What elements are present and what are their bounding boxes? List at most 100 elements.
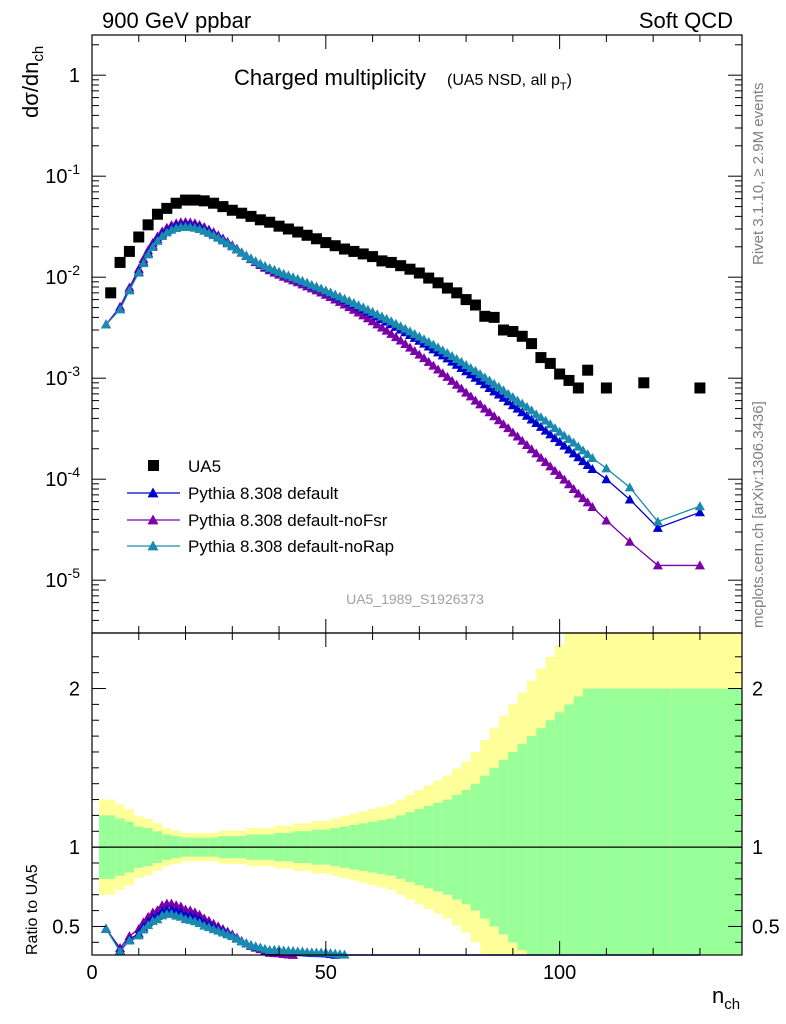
ratio-plot-frame bbox=[91, 632, 743, 956]
series-marker-noRap bbox=[115, 304, 126, 314]
chart-title-main: Charged multiplicity bbox=[234, 65, 426, 90]
process-label: Soft QCD bbox=[639, 8, 733, 33]
series-marker-noFsr bbox=[498, 419, 509, 429]
series-marker-noRap bbox=[437, 345, 448, 355]
ratio-y-tick-label-right: 2 bbox=[752, 679, 763, 701]
series-marker-default bbox=[531, 418, 542, 428]
data-point bbox=[282, 223, 294, 235]
series-marker-noRap bbox=[447, 350, 458, 360]
series-marker-noRap bbox=[652, 516, 663, 526]
series-marker-noFsr bbox=[535, 452, 546, 462]
data-point bbox=[273, 220, 285, 232]
chart-title-sub: (UA5 NSD, all pT) bbox=[447, 72, 572, 93]
data-point bbox=[198, 195, 210, 207]
mcplots-label: mcplots.cern.ch [arXiv:1306.3436] bbox=[750, 401, 767, 628]
series-marker-noFsr bbox=[465, 391, 476, 401]
series-marker-noRap bbox=[461, 360, 472, 370]
series-marker-noFsr bbox=[484, 407, 495, 417]
series-marker-noRap bbox=[217, 235, 228, 245]
series-marker-noRap bbox=[138, 258, 149, 268]
series-marker-noRap bbox=[227, 241, 238, 251]
data-point bbox=[329, 240, 341, 252]
series-marker-default bbox=[451, 359, 462, 369]
series-marker-noRap bbox=[694, 501, 705, 511]
data-point bbox=[105, 287, 117, 299]
series-marker-default bbox=[545, 429, 556, 439]
series-marker-noRap bbox=[451, 353, 462, 363]
ratio-band-inner bbox=[554, 712, 565, 955]
series-marker-noRap bbox=[526, 405, 537, 415]
series-marker-noRap bbox=[568, 437, 579, 447]
series-marker-default bbox=[540, 425, 551, 435]
data-point bbox=[320, 237, 332, 249]
series-marker-noRap bbox=[549, 423, 560, 433]
ratio-y-tick-label-right: 0.5 bbox=[752, 916, 780, 938]
plot-area bbox=[92, 194, 742, 959]
series-marker-default bbox=[559, 440, 570, 450]
ratio-band-inner bbox=[573, 696, 584, 955]
series-marker-noFsr bbox=[521, 440, 532, 450]
series-marker-noFsr bbox=[386, 328, 397, 338]
data-point bbox=[526, 338, 538, 350]
series-marker-noRap bbox=[535, 412, 546, 422]
legend-label: Pythia 8.308 default-noRap bbox=[188, 537, 394, 556]
series-marker-default bbox=[512, 403, 523, 413]
series-marker-default bbox=[694, 507, 705, 517]
ratio-y-axis-label: Ratio to UA5 bbox=[24, 864, 41, 955]
series-marker-noRap bbox=[601, 463, 612, 473]
energy-label: 900 GeV ppbar bbox=[102, 8, 251, 33]
series-marker-noFsr bbox=[601, 515, 612, 525]
series-marker-noFsr bbox=[479, 403, 490, 413]
series-marker-noRap bbox=[157, 230, 168, 240]
series-marker-noFsr bbox=[540, 456, 551, 466]
series-marker-noRap bbox=[236, 247, 247, 257]
data-point bbox=[535, 352, 547, 364]
series-marker-noRap bbox=[493, 381, 504, 391]
series-marker-default bbox=[568, 448, 579, 458]
data-point bbox=[638, 377, 650, 389]
analysis-label: UA5_1989_S1926373 bbox=[346, 591, 484, 607]
legend-marker-noFsr bbox=[147, 514, 159, 525]
data-point bbox=[376, 255, 388, 267]
series-marker-noFsr bbox=[442, 371, 453, 381]
series-marker-noRap bbox=[512, 395, 523, 405]
series-marker-noFsr bbox=[694, 560, 705, 570]
series-marker-noRap bbox=[582, 449, 593, 459]
series-marker-noFsr bbox=[419, 353, 430, 363]
ratio-marker-noRap bbox=[339, 949, 350, 959]
data-point bbox=[413, 267, 425, 279]
series-marker-noFsr bbox=[423, 356, 434, 366]
series-marker-default bbox=[582, 460, 593, 470]
series-marker-noFsr bbox=[428, 360, 439, 370]
series-marker-default bbox=[549, 433, 560, 443]
ratio-y-tick-label: 2 bbox=[69, 679, 80, 701]
axes: 0 50 100 1 10-1 10-2 10-3 10-4 10-5 0.5 0.5 1 1 2 2 bbox=[45, 35, 780, 984]
series-marker-noFsr bbox=[395, 335, 406, 345]
data-point bbox=[507, 325, 519, 337]
ratio-band-inner bbox=[545, 720, 555, 955]
series-marker-default bbox=[465, 369, 476, 379]
series-marker-noRap bbox=[484, 375, 495, 385]
series-marker-noRap bbox=[479, 372, 490, 382]
series-marker-noFsr bbox=[503, 423, 514, 433]
series-marker-noRap bbox=[563, 433, 574, 443]
data-point bbox=[123, 245, 135, 257]
series-marker-default bbox=[624, 494, 635, 504]
series-marker-noRap bbox=[465, 363, 476, 373]
series-marker-noFsr bbox=[489, 411, 500, 421]
data-point bbox=[339, 243, 351, 255]
series-marker-noRap bbox=[498, 385, 509, 395]
series-marker-noFsr bbox=[404, 342, 415, 352]
ratio-marker-noRap bbox=[138, 924, 149, 934]
series-marker-noFsr bbox=[531, 448, 542, 458]
series-marker-noFsr bbox=[554, 470, 565, 480]
data-point bbox=[348, 245, 360, 257]
series-marker-noFsr bbox=[353, 307, 364, 317]
series-marker-noRap bbox=[147, 242, 158, 252]
data-point bbox=[151, 208, 163, 220]
series-marker-noRap bbox=[521, 401, 532, 411]
series-marker-noRap bbox=[475, 369, 486, 379]
data-point bbox=[423, 272, 435, 284]
ratio-y-tick-label: 0.5 bbox=[52, 916, 80, 938]
